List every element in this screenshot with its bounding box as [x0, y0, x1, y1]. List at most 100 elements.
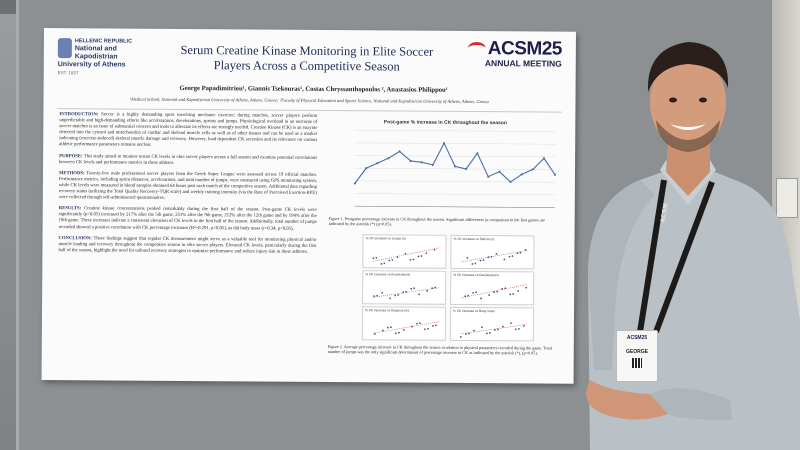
beard: [656, 120, 720, 152]
scatter-point: [475, 291, 478, 294]
scatter-point: [394, 332, 397, 335]
qr-code-icon: [632, 358, 642, 368]
scatter-point: [388, 259, 391, 262]
left-eye: [669, 97, 677, 103]
ck-data-point: [453, 165, 457, 168]
gridline: [355, 129, 556, 132]
university-line4: EST. 1837: [57, 70, 79, 76]
title-line2: Players Across a Competitive Season: [213, 58, 400, 74]
scatter-point: [509, 293, 512, 296]
trend-line: [373, 247, 440, 262]
ck-data-point: [409, 159, 412, 163]
scatter-point: [402, 291, 405, 294]
scatter-point: [497, 328, 499, 331]
scatter-point: [396, 256, 399, 259]
scatter-point: [493, 291, 496, 294]
neck: [666, 138, 710, 196]
face: [650, 54, 726, 150]
scatter-point: [490, 255, 493, 258]
scatter-point: [391, 259, 394, 261]
lanyard-right: [653, 180, 715, 334]
scatter-point: [376, 294, 379, 297]
adjacent-sign: [776, 178, 798, 218]
poster-text-column: INTRODUCTION: Soccer is a highly demandi…: [58, 112, 318, 376]
poster-figures-column: Post-game % increase in CK throughout th…: [328, 114, 562, 378]
conference-logo-text: ACSM25: [487, 38, 562, 60]
ck-data-point: [531, 168, 534, 171]
scatter-point: [479, 259, 482, 262]
scatter-point: [472, 329, 475, 332]
scatter-point: [434, 286, 437, 289]
scatter-point: [495, 252, 498, 255]
ck-series-line: [354, 141, 556, 184]
trend-line: [461, 250, 528, 263]
section-body: Soccer is a highly demanding sport invol…: [59, 112, 318, 149]
scatter-point: [380, 263, 383, 265]
scatter-point: [373, 295, 376, 298]
scatter-point: [389, 297, 392, 300]
scatter-point: [502, 325, 504, 328]
right-eye: [699, 97, 707, 103]
scatter-point: [482, 259, 485, 262]
ck-data-point: [420, 161, 423, 164]
scatter-point: [381, 291, 384, 294]
scatter-point: [510, 322, 512, 325]
scatter-panel: % CK increase vs Jumps (n): [362, 234, 447, 269]
scatter-point: [394, 294, 397, 297]
title-line1: Serum Creatine Kinase Monitoring in Elit…: [180, 42, 434, 59]
gridline: [355, 155, 556, 158]
poster-header: HELLENIC REPUBLIC National and Kapodistr…: [43, 28, 576, 124]
ck-data-point: [353, 182, 357, 185]
acsm-arc-icon: [467, 42, 486, 56]
section-body: This study aimed to monitor serum CK lev…: [59, 153, 318, 166]
scatter-plot: [372, 247, 440, 265]
scatter-point: [516, 252, 519, 255]
scatter-point: [404, 252, 407, 255]
section-head: INTRODUCTION:: [59, 112, 99, 118]
scatter-point: [485, 332, 488, 335]
scatter-point: [508, 255, 511, 258]
figure1-caption: Figure 1. Postgame percentage increase i…: [328, 215, 546, 227]
scatter-point: [425, 252, 428, 255]
scatter-point: [504, 287, 507, 290]
scatter-point: [410, 287, 413, 290]
lanyard-left: [637, 179, 667, 333]
line-chart-title: Post-game % increase in CK throughout th…: [384, 119, 507, 126]
scatter-point: [372, 257, 375, 260]
scatter-point: [424, 328, 426, 331]
hair: [647, 42, 729, 92]
scatter-point: [472, 291, 475, 294]
scatter-point: [525, 286, 528, 289]
scatter-point: [412, 258, 415, 261]
scatter-point: [517, 290, 520, 292]
scatter-point: [397, 294, 400, 296]
scatter-plot: [459, 322, 527, 338]
gridline: [355, 167, 556, 170]
scatter-point: [420, 255, 423, 257]
section-purpose: PURPOSE: This study aimed to monitor ser…: [59, 154, 317, 168]
section-body: These findings suggest that regular CK m…: [58, 235, 317, 255]
scatter-point: [432, 325, 434, 327]
poster-affiliation: ¹Medical School, National and Kapodistri…: [129, 96, 490, 105]
gridline: [354, 193, 555, 196]
left-sleeve: [588, 180, 655, 370]
ck-data-point: [520, 173, 523, 176]
ck-data-point: [365, 167, 368, 170]
scatter-plot: [372, 321, 440, 335]
scatter-point: [512, 293, 515, 295]
scatter-point: [433, 248, 436, 251]
smile: [670, 124, 706, 130]
ck-data-point: [465, 167, 468, 171]
badge-name: GEORGE: [626, 349, 648, 355]
scatter-point: [411, 325, 413, 328]
scatter-point: [494, 329, 496, 331]
scatter-panel: % CK increase vs Sprints (n): [450, 234, 535, 270]
trend-line: [461, 284, 528, 299]
section-methods: METHODS: Twenty-five male professional s…: [59, 171, 317, 203]
conference-logo: ACSM25 ANNUAL MEETING: [452, 38, 562, 69]
scatter-point: [524, 248, 527, 251]
section-body: Twenty-five male professional soccer pla…: [58, 171, 317, 201]
section-conclusion: CONCLUSION: These findings suggest that …: [58, 236, 316, 256]
scatter-point: [387, 326, 389, 329]
scatter-point: [488, 332, 491, 334]
